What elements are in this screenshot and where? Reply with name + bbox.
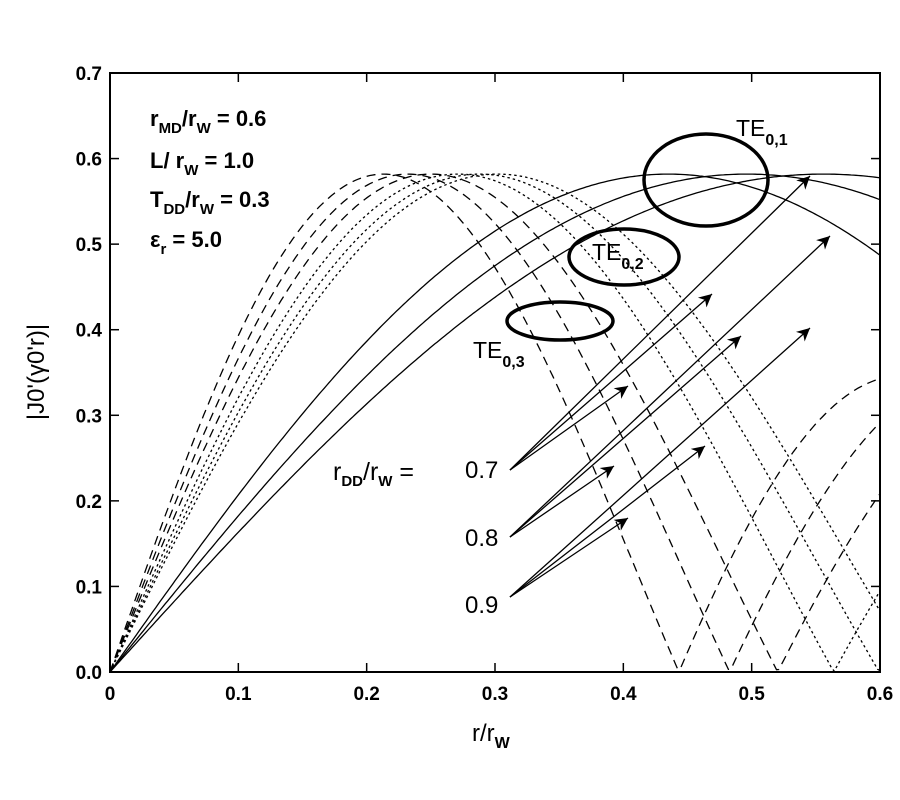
mode-group-te01: TE0,1	[642, 115, 788, 228]
series-te03-rdd-0.9	[110, 173, 880, 672]
param-l: L/ rW = 1.0	[150, 148, 254, 179]
x-tick-label-0: 0	[105, 684, 116, 705]
arrow-0.7-te01	[509, 175, 811, 471]
arrow-0.8-te01	[509, 235, 831, 538]
param-eps: εr = 5.0	[150, 227, 222, 258]
x-tick-label-0.2: 0.2	[353, 684, 379, 705]
rdd-value-0.8: 0.8	[465, 525, 498, 552]
curve-layer	[110, 173, 880, 672]
mode-group-te03: TE0,3	[473, 300, 615, 371]
mode-group-te02: TE0,2	[567, 227, 681, 287]
ellipse-te03	[505, 300, 615, 342]
rdd-value-0.7: 0.7	[465, 457, 498, 484]
x-tick-label-0.3: 0.3	[482, 684, 508, 705]
label-te03: TE0,3	[473, 337, 525, 371]
arrow-0.9-te01	[509, 327, 811, 598]
series-te01-rdd-0.9	[110, 173, 880, 672]
x-tick-label-0.4: 0.4	[610, 684, 637, 705]
arrow-0.9-te02	[509, 445, 706, 598]
y-tick-label-0.5: 0.5	[76, 235, 103, 256]
y-tick-label-0.4: 0.4	[76, 321, 103, 342]
ellipse-te02	[567, 227, 681, 287]
param-rmd: rMD/rW = 0.6	[150, 106, 266, 137]
x-tick-label-0.1: 0.1	[225, 684, 252, 705]
arrow-0.7-te03	[509, 385, 629, 471]
y-axis-title: |J0'(γ0'r)|	[23, 324, 50, 420]
y-tick-label-0.1: 0.1	[76, 577, 103, 598]
series-te01-rdd-0.7	[110, 173, 880, 672]
series-te03-rdd-0.8	[110, 173, 880, 672]
series-te02-rdd-0.7	[110, 173, 880, 672]
tick-layer	[109, 72, 881, 673]
rdd-label: rDD/rW =	[333, 458, 414, 490]
label-te01: TE0,1	[736, 115, 788, 149]
tick-label-layer: 0 0.1 0.2 0.3 0.4 0.5 0.6 0.0 0.1 0.2 0.3 0.4 0.5 0.6…	[76, 64, 894, 705]
series-te01-rdd-0.8	[110, 173, 880, 672]
arrow-0.8-te02	[509, 335, 742, 538]
arrows	[509, 175, 831, 598]
ellipse-te01	[642, 132, 770, 228]
y-tick-label-0.7: 0.7	[76, 64, 102, 85]
x-tick-label-0.5: 0.5	[738, 684, 765, 705]
y-tick-label-0.2: 0.2	[76, 492, 102, 513]
y-tick-label-0.0: 0.0	[76, 663, 102, 684]
x-axis-title: r/rW	[472, 720, 511, 752]
x-tick-label-0.6: 0.6	[867, 684, 893, 705]
arrow-0.8-te03	[509, 465, 615, 538]
arrow-0.9-te03	[509, 517, 629, 598]
param-tdd: TDD/rW = 0.3	[150, 187, 270, 218]
label-te02: TE0,2	[592, 239, 644, 273]
series-te03-rdd-0.7	[110, 173, 880, 672]
y-tick-label-0.3: 0.3	[76, 406, 102, 427]
rdd-value-0.9: 0.9	[465, 592, 498, 619]
parameter-block: rMD/rW = 0.6 L/ rW = 1.0 TDD/rW = 0.3 εr = …	[150, 106, 270, 258]
y-tick-label-0.6: 0.6	[76, 150, 102, 171]
arrow-0.7-te02	[509, 293, 713, 471]
